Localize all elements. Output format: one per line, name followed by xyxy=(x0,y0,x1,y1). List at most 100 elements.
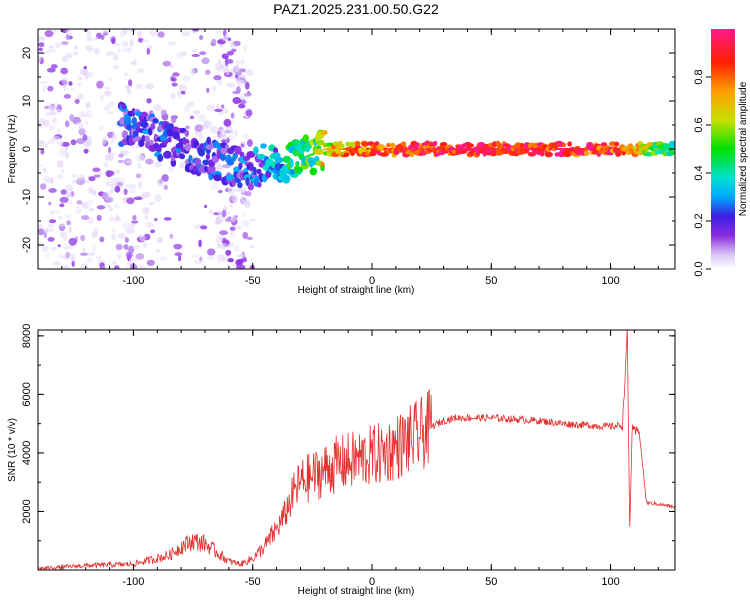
heatmap-cell xyxy=(68,226,73,234)
heatmap-cell xyxy=(148,201,155,206)
heatmap-cell xyxy=(58,148,68,156)
heatmap-cell xyxy=(240,143,245,148)
heatmap-cell xyxy=(83,114,92,118)
heatmap-cell xyxy=(334,148,337,150)
heatmap-cell xyxy=(102,29,111,35)
heatmap-cell xyxy=(61,41,69,45)
heatmap-cell xyxy=(226,82,236,88)
heatmap-cell xyxy=(66,52,72,59)
heatmap-cell xyxy=(191,49,198,53)
heatmap-cell xyxy=(194,259,204,265)
heatmap-cell xyxy=(108,146,112,154)
heatmap-cell xyxy=(244,81,250,90)
heatmap-cell xyxy=(135,253,145,260)
heatmap-cell xyxy=(157,154,164,162)
heatmap-cell xyxy=(92,245,96,252)
heatmap-cell xyxy=(171,115,177,124)
heatmap-cell xyxy=(244,191,252,197)
heatmap-cell xyxy=(135,83,144,90)
x-tick-label: -50 xyxy=(245,576,261,588)
spectrogram-x-axis: -100 -50 0 50 100 xyxy=(37,29,659,287)
heatmap-cell xyxy=(86,257,93,263)
snr-xlabel: Height of straight line (km) xyxy=(298,586,415,597)
heatmap-cell xyxy=(51,117,58,124)
heatmap-cell xyxy=(111,38,116,45)
heatmap-cell xyxy=(178,255,182,262)
heatmap-cell xyxy=(38,117,46,125)
heatmap-cell xyxy=(78,127,86,136)
heatmap-cell xyxy=(45,112,50,117)
heatmap-cell xyxy=(48,201,52,206)
heatmap-cell xyxy=(167,41,177,46)
heatmap-cell xyxy=(581,148,584,150)
heatmap-cell xyxy=(329,148,333,150)
heatmap-cell xyxy=(296,166,304,173)
heatmap-cell xyxy=(113,204,119,209)
heatmap-cell xyxy=(171,77,177,82)
heatmap-cell xyxy=(128,79,133,87)
heatmap-cell xyxy=(236,264,246,269)
heatmap-cell xyxy=(233,195,238,204)
heatmap-cell xyxy=(145,221,154,228)
heatmap-cell xyxy=(125,251,133,259)
heatmap-cell xyxy=(217,78,223,86)
heatmap-cell xyxy=(181,75,191,82)
heatmap-cell xyxy=(105,196,115,203)
y-tick-label: -20 xyxy=(21,237,33,253)
snr-ylabel: SNR (10 * v/v) xyxy=(7,418,18,482)
heatmap-cell xyxy=(73,51,78,56)
heatmap-cell xyxy=(236,78,241,83)
heatmap-cell xyxy=(202,159,210,166)
heatmap-cell xyxy=(49,219,57,224)
heatmap-cell xyxy=(214,237,223,243)
heatmap-cell xyxy=(76,200,83,205)
heatmap-cell xyxy=(142,191,151,199)
heatmap-cell xyxy=(163,184,168,191)
heatmap-cell xyxy=(55,101,58,108)
heatmap-cell xyxy=(119,30,125,38)
heatmap-cell xyxy=(47,85,54,92)
heatmap-cell xyxy=(246,151,256,158)
heatmap-cell xyxy=(218,129,227,135)
heatmap-cell xyxy=(187,101,195,108)
heatmap-cell xyxy=(156,179,165,187)
heatmap-cell xyxy=(39,80,48,85)
heatmap-cell xyxy=(92,190,96,196)
heatmap-cell xyxy=(81,215,90,221)
heatmap-cell xyxy=(236,254,244,258)
heatmap-cell xyxy=(169,64,175,69)
heatmap-cell xyxy=(152,118,159,124)
heatmap-cell xyxy=(198,133,204,142)
heatmap-cell xyxy=(137,162,142,169)
heatmap-cell xyxy=(83,65,87,70)
heatmap-cell xyxy=(305,146,310,153)
heatmap-cell xyxy=(58,215,63,221)
heatmap-cell xyxy=(245,177,250,186)
heatmap-cell xyxy=(60,168,65,174)
heatmap-cell xyxy=(256,153,266,160)
heatmap-cell xyxy=(583,148,586,150)
heatmap-cell xyxy=(229,130,235,134)
heatmap-cell xyxy=(243,144,247,149)
heatmap-cell xyxy=(65,120,70,128)
heatmap-cell xyxy=(228,258,234,263)
heatmap-cell xyxy=(240,195,244,200)
heatmap-cell xyxy=(147,127,153,136)
heatmap-cell xyxy=(228,204,233,209)
heatmap-cell xyxy=(121,102,127,110)
heatmap-cell xyxy=(52,29,57,35)
heatmap-cell xyxy=(306,155,309,158)
heatmap-cell xyxy=(173,243,183,250)
heatmap-cell xyxy=(529,148,532,150)
heatmap-cell xyxy=(43,175,52,184)
heatmap-cell xyxy=(153,104,162,112)
heatmap-cell xyxy=(116,181,124,187)
spectrogram-ylabel: Frequency (Hz) xyxy=(7,115,18,184)
heatmap-cell xyxy=(69,114,75,122)
heatmap-cell xyxy=(43,119,50,127)
heatmap-cell xyxy=(233,188,240,192)
heatmap-cell xyxy=(123,188,128,196)
heatmap-cell xyxy=(319,150,322,153)
heatmap-cell xyxy=(253,146,259,155)
heatmap-cell xyxy=(567,141,572,147)
